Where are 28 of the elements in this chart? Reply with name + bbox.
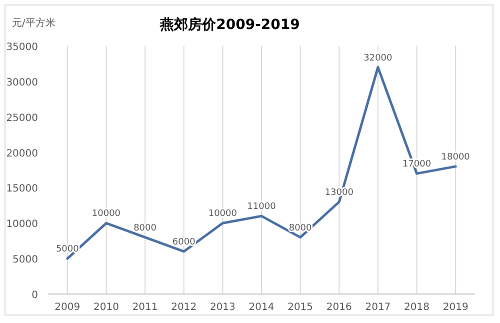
x-tick-label: 2019 — [442, 302, 468, 313]
data-label: 6000 — [172, 237, 196, 248]
x-tick-label: 2010 — [94, 302, 119, 313]
y-tick-label: 35000 — [6, 42, 38, 53]
y-tick-label: 30000 — [6, 77, 38, 88]
data-label: 10000 — [92, 209, 121, 220]
y-tick-label: 25000 — [6, 112, 38, 124]
chart-title: 燕郊房价2009-2019 — [159, 16, 300, 33]
y-tick-label: 10000 — [6, 219, 38, 230]
x-tick-label: 2012 — [171, 302, 197, 313]
x-tick-label: 2013 — [210, 302, 236, 313]
x-tick-label: 2016 — [326, 302, 352, 313]
x-tick-label: 2011 — [132, 302, 158, 313]
x-tick-label: 2017 — [365, 302, 391, 313]
data-label: 18000 — [441, 152, 470, 162]
y-tick-label: 0 — [32, 290, 38, 301]
data-label: 11000 — [247, 202, 276, 212]
data-label: 8000 — [134, 223, 157, 234]
y-tick-label: 15000 — [6, 184, 38, 195]
data-label: 10000 — [208, 209, 238, 220]
y-tick-label: 5000 — [12, 254, 38, 266]
x-tick-label: 2014 — [248, 302, 274, 313]
y-tick-label: 20000 — [6, 148, 38, 160]
y-axis-title: 元/平方米 — [12, 17, 56, 29]
x-tick-label: 2015 — [288, 302, 314, 313]
x-tick-label: 2009 — [54, 302, 80, 313]
x-tick-label: 2018 — [404, 302, 430, 313]
data-label: 32000 — [364, 53, 393, 64]
